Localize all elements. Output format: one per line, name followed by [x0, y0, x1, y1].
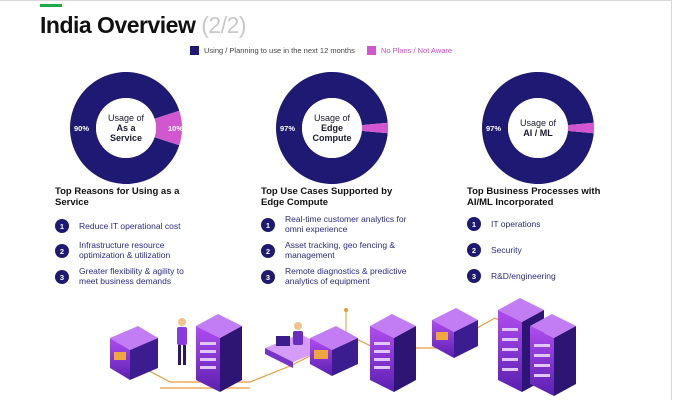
donut-value-label-using: 97% [486, 124, 501, 133]
number-badge: 3 [467, 269, 481, 283]
donut-hole [302, 98, 362, 158]
donut-slice-no-plans [567, 122, 594, 134]
legend-item-no-plans: No Plans / Not Aware [366, 46, 453, 55]
donut-center-label: Service [110, 133, 142, 143]
number-badge: 1 [467, 217, 481, 231]
donut-center-label: Usage of [520, 118, 557, 128]
column-as-a-service: Top Reasons for Using as a Service [55, 186, 235, 208]
reason-item: 3 Greater flexibility & agility to meet … [55, 266, 215, 286]
page-title-text: India Overview [40, 12, 196, 38]
reason-text: Infrastructure resource optimization & u… [79, 240, 171, 260]
column-title: Top Use Cases Supported by Edge Compute [261, 186, 393, 208]
page-title-suffix: (2/2) [201, 12, 247, 38]
legend-label-no-plans: No Plans / Not Aware [380, 46, 453, 55]
server-rack-middle [370, 314, 416, 392]
legend-swatch-using [190, 46, 199, 55]
chart-legend: Using / Planning to use in the next 12 m… [190, 46, 464, 55]
process-item: 3 R&D/engineering [467, 269, 617, 283]
accent-bar [40, 4, 62, 7]
column-edge-compute: Top Use Cases Supported by Edge Compute [261, 186, 441, 208]
server-rack-tall-right [498, 298, 576, 396]
reason-item: 2 Infrastructure resource optimization &… [55, 240, 215, 260]
use-case-text: Remote diagnostics & predictive analytic… [285, 266, 407, 286]
donut-hole [96, 98, 156, 158]
server-illustration [110, 298, 576, 396]
person-standing-figure [177, 318, 187, 365]
donut-value-label-using: 90% [74, 124, 89, 133]
donut-slice-no-plans [361, 122, 388, 134]
column-title: Top Business Processes with AI/ML Incorp… [467, 186, 601, 208]
use-case-text: Real-time customer analytics for omni ex… [285, 214, 407, 234]
donut-slice-using [276, 72, 388, 185]
number-badge: 3 [55, 270, 69, 284]
number-badge: 2 [55, 244, 69, 258]
donut-chart-as-a-service: 90% 10% Usage of As a Service [68, 70, 184, 186]
process-text: R&D/engineering [491, 271, 556, 281]
column-title: Top Reasons for Using as a Service [55, 186, 180, 208]
server-rack-tall-left [196, 314, 242, 392]
process-text: Security [491, 245, 522, 255]
top-border [0, 0, 672, 3]
donut-value-label-using: 97% [280, 124, 295, 133]
reason-text: Reduce IT operational cost [79, 221, 181, 231]
process-item: 2 Security [467, 243, 617, 257]
donut-center-label: Usage of [108, 113, 145, 123]
donut-hole [508, 98, 568, 158]
use-case-text: Asset tracking, geo fencing & management [285, 240, 396, 260]
number-badge: 3 [261, 270, 275, 284]
server-box-small-right [432, 308, 478, 358]
donut-slice-using [70, 72, 180, 184]
use-case-item: 1 Real-time customer analytics for omni … [261, 214, 431, 234]
legend-swatch-no-plans [366, 46, 376, 55]
donut-center-label: Compute [313, 133, 352, 143]
right-border [671, 0, 672, 400]
use-case-item: 2 Asset tracking, geo fencing & manageme… [261, 240, 431, 260]
reason-text: Greater flexibility & agility to meet bu… [79, 266, 184, 286]
donut-center-label: As a [116, 123, 136, 133]
donut-center-label: Usage of [314, 113, 351, 123]
donut-value-label-no-plans: 10% [168, 124, 183, 133]
reason-item: 1 Reduce IT operational cost [55, 219, 215, 233]
page-title: India Overview (2/2) [40, 12, 247, 39]
use-case-item: 3 Remote diagnostics & predictive analyt… [261, 266, 431, 286]
number-badge: 1 [261, 218, 275, 232]
process-text: IT operations [491, 219, 541, 229]
legend-item-using: Using / Planning to use in the next 12 m… [190, 46, 355, 55]
number-badge: 2 [261, 244, 275, 258]
donut-center-label: AI / ML [523, 128, 553, 138]
donut-slice-no-plans [154, 110, 182, 146]
server-box-small-left [110, 326, 158, 380]
donut-center-label: Edge [321, 123, 343, 133]
server-box-center [310, 308, 358, 376]
process-item: 1 IT operations [467, 217, 617, 231]
number-badge: 2 [467, 243, 481, 257]
number-badge: 1 [55, 219, 69, 233]
legend-label-using: Using / Planning to use in the next 12 m… [204, 46, 355, 55]
column-ai-ml: Top Business Processes with AI/ML Incorp… [467, 186, 647, 208]
donut-slice-using [482, 72, 594, 185]
